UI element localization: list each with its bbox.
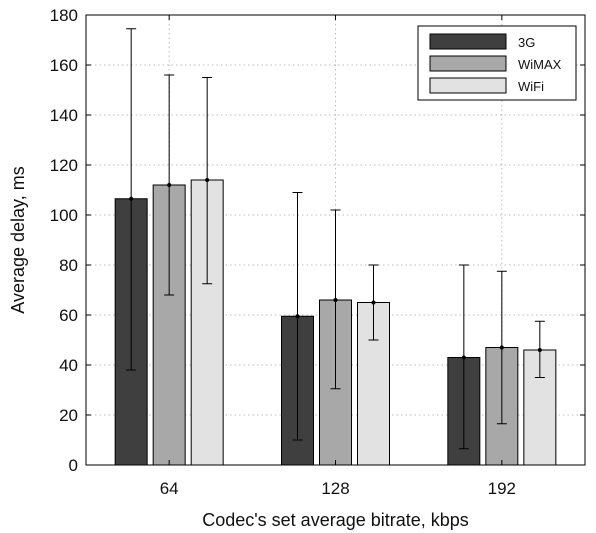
mean-marker [167, 183, 172, 187]
mean-marker [371, 300, 376, 305]
legend-label-3g: 3G [518, 35, 535, 50]
y-tick-label: 0 [69, 456, 78, 475]
y-tick-label: 60 [59, 306, 78, 325]
x-tick-label: 64 [160, 479, 179, 498]
y-tick-label: 160 [50, 56, 78, 75]
legend-label-wimax: WiMAX [518, 57, 562, 72]
legend-swatch-wifi [429, 77, 507, 94]
x-tick-label: 128 [321, 479, 349, 498]
y-tick-label: 40 [59, 356, 78, 375]
mean-marker [537, 348, 542, 352]
legend: 3G WiMAX WiFi [417, 25, 577, 101]
y-tick-label: 120 [50, 156, 78, 175]
mean-marker [205, 178, 210, 182]
mean-marker [129, 196, 134, 201]
y-tick-label: 80 [59, 256, 78, 275]
x-tick-label: 192 [488, 479, 516, 498]
mean-marker [499, 345, 504, 350]
y-tick-label: 100 [50, 206, 78, 225]
legend-swatch-3g [429, 33, 507, 50]
legend-swatch-wimax [429, 55, 507, 72]
y-axis-title: Average delay, ms [8, 166, 28, 313]
x-axis-title: Codec's set average bitrate, kbps [202, 510, 469, 530]
y-tick-label: 140 [50, 106, 78, 125]
y-tick-label: 180 [50, 6, 78, 25]
legend-label-wifi: WiFi [518, 79, 544, 94]
mean-marker [295, 314, 300, 319]
y-tick-label: 20 [59, 406, 78, 425]
mean-marker [461, 355, 466, 360]
tick-layer: 0 20 40 60 80 100 120 140 160 180 64 128 192 [50, 6, 585, 498]
error-bar-layer [126, 28, 545, 450]
mean-marker [333, 298, 338, 302]
